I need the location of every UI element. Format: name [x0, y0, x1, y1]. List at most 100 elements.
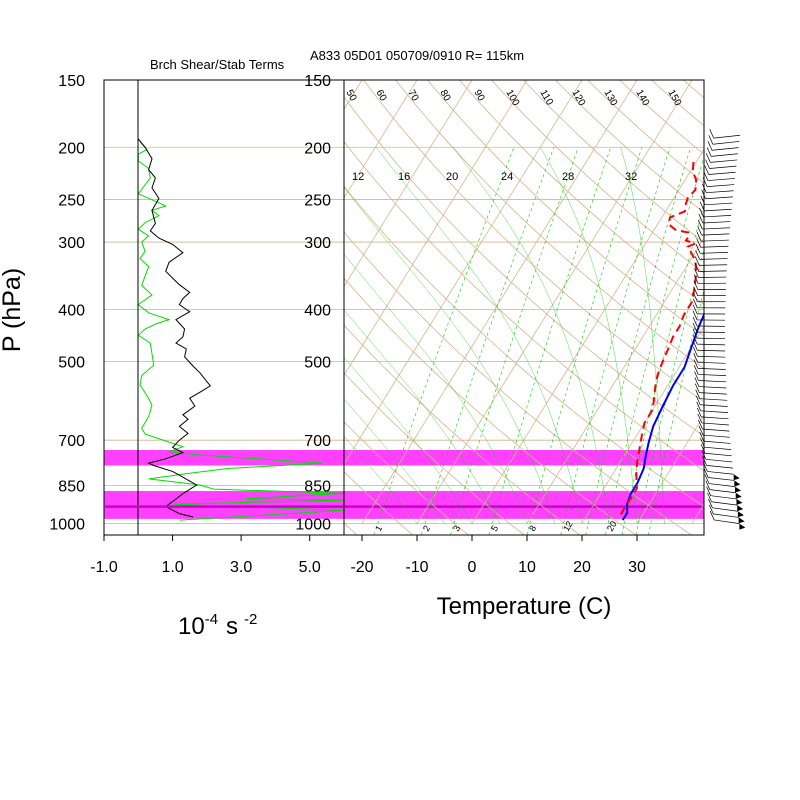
wind-barb-pennant	[733, 474, 740, 481]
wind-barb-flag	[698, 425, 704, 436]
left-pressure-tick-label: 400	[58, 302, 85, 319]
shaded-band	[344, 491, 704, 519]
wind-barb	[692, 304, 726, 315]
skewt-profile-group	[619, 161, 704, 521]
wind-barb-staff	[709, 489, 736, 494]
wind-barb	[694, 383, 727, 395]
wind-barb	[695, 395, 728, 407]
left-pressure-tick-label: 200	[58, 140, 85, 157]
isotherm	[361, 80, 638, 524]
dry-adiabat	[490, 80, 704, 274]
wind-barb-staff	[711, 147, 739, 151]
wind-barb	[692, 310, 726, 321]
theta-label: 60	[373, 88, 388, 104]
wind-barb-staff	[704, 202, 733, 206]
wind-barb-flag	[706, 147, 712, 157]
wind-barb	[695, 389, 728, 401]
left-pressure-tick-label: 500	[58, 355, 85, 372]
wind-barb-flag	[699, 431, 705, 442]
wind-barb-flag	[706, 486, 711, 496]
wind-barb	[693, 286, 726, 297]
stability-term-line	[137, 138, 345, 521]
wind-barb	[693, 353, 726, 364]
wind-barb	[697, 225, 730, 236]
wind-barb-staff	[702, 221, 731, 224]
wind-barb-flag	[692, 328, 698, 339]
wind-barb-flag	[705, 159, 710, 169]
mixing-ratio-label-bottom: 8	[527, 524, 538, 533]
isotherm	[471, 148, 704, 524]
wind-barb-staff	[705, 452, 732, 457]
wind-barb	[699, 431, 731, 444]
left-panel-title: Brch Shear/Stab Terms	[150, 57, 285, 72]
wind-barb	[694, 256, 728, 266]
wind-barb-staff	[697, 343, 726, 346]
skewt-background-lines	[344, 64, 800, 535]
wind-barb-flag	[693, 274, 699, 284]
wind-barb-flag	[692, 298, 698, 308]
wind-barb-flag	[702, 177, 708, 187]
wind-barb	[694, 377, 727, 389]
chart-title: A833 05D01 050709/0910 R= 115km	[310, 48, 524, 63]
left-pressure-tick-label: 1000	[49, 517, 85, 534]
wind-barb-staff	[708, 477, 735, 481]
wind-barb-staff	[698, 374, 726, 377]
wind-barb	[704, 165, 736, 175]
mixing-ratio-label: 32	[625, 171, 637, 183]
mixing-ratio-line	[420, 147, 555, 535]
wind-barb	[692, 316, 726, 327]
mixing-ratio-label: 28	[562, 171, 574, 183]
wind-barb-flag	[693, 280, 699, 290]
wind-barb	[708, 498, 744, 518]
wind-barb	[702, 456, 734, 469]
wind-barb-staff	[714, 519, 740, 524]
wind-barb-flag	[704, 165, 709, 175]
wind-barb-flag	[696, 232, 702, 242]
wind-barb-staff	[699, 264, 728, 266]
dry-adiabat	[458, 80, 704, 305]
temperature-profile-line	[621, 312, 704, 521]
skewt-x-tick-label: 30	[628, 559, 646, 576]
wind-barb-flag	[709, 129, 715, 139]
mixing-ratio-label-bottom: 3	[451, 524, 462, 533]
left-pressure-tick-label: 150	[58, 73, 85, 90]
wind-barb-flag	[698, 419, 703, 430]
wind-barb-pennant	[739, 523, 746, 530]
wind-barb-staff	[712, 507, 738, 512]
wind-barb-flag	[692, 322, 698, 333]
theta-label: 110	[537, 88, 555, 108]
wind-barb	[709, 129, 741, 139]
wind-barb-staff	[697, 361, 726, 364]
skewt-pressure-tick-label: 200	[304, 140, 331, 157]
isotherm	[747, 64, 800, 524]
wind-barb	[695, 250, 728, 260]
right-shading-bands	[104, 450, 704, 519]
wind-barb-flag	[707, 141, 713, 151]
skewt-x-tick-label: -10	[405, 559, 428, 576]
wind-barb-flag	[703, 462, 708, 472]
shear-term-line	[137, 138, 212, 518]
wind-barb-staff	[708, 171, 736, 175]
left-pressure-tick-label: 700	[58, 433, 85, 450]
wind-barb-pennant	[735, 486, 742, 493]
mixing-ratio-label: 12	[352, 171, 364, 183]
wind-barb-staff	[699, 392, 727, 395]
wind-barb-staff	[707, 178, 735, 181]
wind-barb	[701, 189, 733, 200]
wind-barb-pennant	[735, 492, 742, 499]
wind-barb	[694, 262, 727, 272]
wind-barb-staff	[710, 495, 737, 500]
wind-barb-flag	[697, 219, 703, 230]
wind-barb	[699, 207, 732, 218]
wind-barb	[705, 153, 738, 163]
wind-barb-staff	[697, 355, 726, 358]
moist-adiabat	[344, 398, 445, 524]
wind-barb	[693, 365, 726, 377]
mixing-ratio-line	[450, 147, 579, 535]
wind-barb-flag	[692, 304, 698, 315]
dry-adiabat	[395, 80, 704, 370]
left-xlabel-base: 10	[178, 613, 205, 640]
moist-adiabat	[344, 253, 528, 524]
dry-adiabat	[344, 140, 704, 472]
wind-barb	[693, 347, 726, 358]
